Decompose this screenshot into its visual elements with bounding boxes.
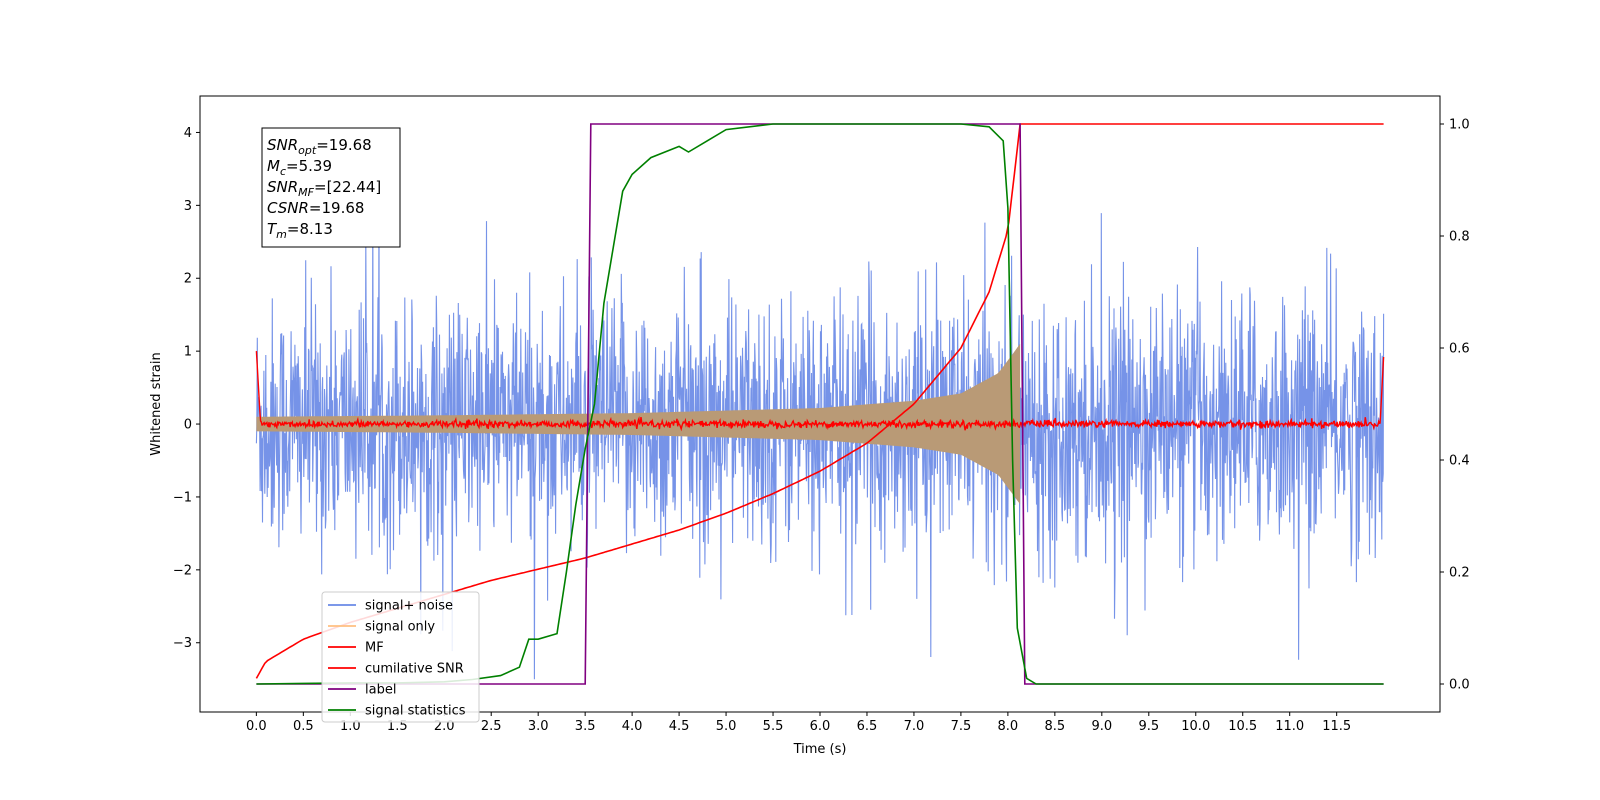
x-tick-label: 7.0 bbox=[904, 719, 925, 734]
legend-label: cumilative SNR bbox=[365, 662, 464, 677]
x-tick-label: 11.5 bbox=[1322, 719, 1351, 734]
x-tick-label: 8.5 bbox=[1045, 719, 1066, 734]
annotation-frame bbox=[261, 127, 401, 248]
y-tick-label-left: 3 bbox=[184, 199, 192, 214]
y-tick-label-right: 0.6 bbox=[1449, 342, 1470, 357]
y-tick-label-left: 1 bbox=[184, 345, 192, 360]
legend-label: signal statistics bbox=[365, 704, 466, 719]
x-tick-label: 3.0 bbox=[528, 719, 549, 734]
x-tick-label: 7.5 bbox=[951, 719, 972, 734]
annotation-line: CSNR=19.68 bbox=[267, 199, 364, 217]
x-tick-label: 1.5 bbox=[387, 719, 408, 734]
annotation-line: SNRopt=19.68 bbox=[267, 136, 372, 157]
y-tick-label-right: 1.0 bbox=[1449, 118, 1470, 133]
legend-label: signal only bbox=[365, 620, 435, 635]
annotation-line: Tm=8.13 bbox=[267, 220, 333, 241]
x-tick-label: 10.5 bbox=[1228, 719, 1257, 734]
x-tick-label: 6.0 bbox=[810, 719, 831, 734]
x-tick-label: 8.0 bbox=[998, 719, 1019, 734]
y-tick-label-left: −3 bbox=[173, 636, 192, 651]
y-tick-label-right: 0.2 bbox=[1449, 566, 1470, 581]
y-axis-label: Whitened strain bbox=[149, 352, 164, 455]
x-tick-label: 5.0 bbox=[716, 719, 737, 734]
annotation-box: SNRopt=19.68Mc=5.39SNRMF=[22.44]CSNR=19.… bbox=[261, 127, 401, 248]
annotation-line: SNRMF=[22.44] bbox=[267, 178, 381, 199]
x-tick-label: 4.0 bbox=[622, 719, 643, 734]
x-tick-label: 2.5 bbox=[481, 719, 502, 734]
x-tick-label: 6.5 bbox=[857, 719, 878, 734]
y-tick-label-left: −1 bbox=[173, 490, 192, 505]
x-tick-label: 4.5 bbox=[669, 719, 690, 734]
x-tick-label: 3.5 bbox=[575, 719, 596, 734]
x-tick-label: 1.0 bbox=[340, 719, 361, 734]
series-mf bbox=[255, 351, 1385, 432]
x-tick-label: 9.5 bbox=[1138, 719, 1159, 734]
annotation-line: Mc=5.39 bbox=[267, 157, 332, 178]
legend-frame bbox=[321, 591, 480, 723]
y-tick-label-right: 0.4 bbox=[1449, 454, 1470, 469]
x-tick-label: 9.0 bbox=[1091, 719, 1112, 734]
x-axis-label: Time (s) bbox=[793, 742, 847, 757]
x-tick-label: 2.0 bbox=[434, 719, 455, 734]
x-tick-label: 0.0 bbox=[246, 719, 267, 734]
x-tick-label: 10.0 bbox=[1181, 719, 1210, 734]
x-tick-label: 11.0 bbox=[1275, 719, 1304, 734]
y-tick-label-left: 2 bbox=[184, 272, 192, 287]
x-tick-label: 5.5 bbox=[763, 719, 784, 734]
y-tick-label-left: −2 bbox=[173, 563, 192, 578]
legend-label: MF bbox=[365, 641, 384, 656]
y-tick-label-right: 0.8 bbox=[1449, 230, 1470, 245]
legend-label: label bbox=[365, 683, 396, 698]
legend-label: signal+ noise bbox=[365, 599, 453, 614]
series-signal-statistics bbox=[256, 123, 1384, 685]
y-tick-label-right: 0.0 bbox=[1449, 678, 1470, 693]
y-tick-label-left: 0 bbox=[184, 418, 192, 433]
legend: signal+ noise signal only MF cumilative SNR… bbox=[321, 591, 480, 723]
y-tick-label-left: 4 bbox=[184, 126, 192, 141]
x-tick-label: 0.5 bbox=[293, 719, 314, 734]
